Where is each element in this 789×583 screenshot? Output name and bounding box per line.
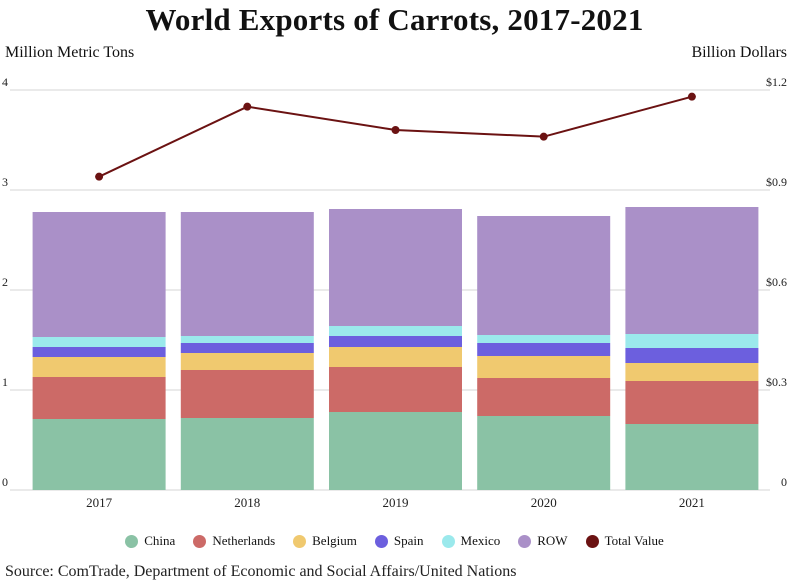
bar-segment-belgium [329, 347, 462, 367]
y-tick-label: 3 [2, 175, 8, 189]
total-value-point [687, 92, 696, 101]
legend-swatch [374, 534, 388, 548]
bar-segment-china [329, 412, 462, 490]
bar-segment-mexico [625, 334, 759, 348]
bar-segment-row [329, 209, 462, 326]
right-axis-title: Billion Dollars [691, 44, 787, 61]
bar-segment-netherlands [32, 377, 166, 419]
legend-swatch [518, 534, 532, 548]
bar-segment-netherlands [329, 367, 462, 412]
bar-segment-china [625, 424, 759, 490]
legend-label: Total Value [604, 533, 664, 548]
y2-tick-label: 0 [781, 475, 787, 489]
bar-segment-spain [180, 343, 314, 353]
bar-segment-spain [477, 343, 611, 356]
legend-swatch [293, 534, 307, 548]
legend-swatch [585, 534, 599, 548]
legend-item: Total Value [585, 533, 664, 549]
chart-plot: 0 0 1 $0.3 2 $0.6 3 $0.9 4 $1.2 2017 2018 2019 2020 20… [2, 75, 787, 510]
y2-tick-label: $1.2 [766, 75, 787, 89]
legend-label: Belgium [312, 533, 357, 548]
legend-item: Mexico [441, 533, 501, 549]
bar-segment-spain [625, 348, 759, 363]
bar-segment-mexico [477, 335, 611, 343]
bar-segment-netherlands [180, 370, 314, 418]
left-axis-title: Million Metric Tons [5, 44, 135, 61]
total-value-point [95, 172, 104, 181]
legend-label: Spain [393, 533, 424, 548]
x-tick-label: 2021 [679, 495, 705, 510]
x-tick-label: 2017 [86, 495, 113, 510]
bar-segment-belgium [477, 356, 611, 378]
chart-legend: China Netherlands Belgium Spain Mexico ROW Tot… [0, 533, 789, 549]
bar-segment-mexico [180, 336, 314, 343]
bar-segment-belgium [180, 353, 314, 370]
legend-item: China [125, 533, 175, 549]
bar-segment-china [477, 416, 611, 490]
legend-item: Spain [374, 533, 424, 549]
legend-item: Netherlands [193, 533, 275, 549]
bar-segment-china [180, 418, 314, 490]
total-value-line [98, 95, 693, 178]
legend-item: Belgium [293, 533, 357, 549]
y2-tick-label: $0.6 [766, 275, 787, 289]
legend-swatch [125, 534, 139, 548]
legend-swatch [441, 534, 455, 548]
chart-title: World Exports of Carrots, 2017-2021 [145, 2, 644, 37]
y-tick-label: 2 [2, 275, 8, 289]
x-tick-label: 2019 [383, 495, 409, 510]
y-tick-label: 0 [2, 475, 8, 489]
bar-segment-row [477, 216, 611, 335]
legend-label: ROW [537, 533, 568, 548]
legend-label: Netherlands [212, 533, 276, 548]
bar-segment-netherlands [625, 381, 759, 424]
y-tick-label: 1 [2, 375, 8, 389]
x-tick-label: 2020 [531, 495, 557, 510]
source-note: Source: ComTrade, Department of Economic… [5, 563, 517, 580]
legend-label: Mexico [460, 533, 501, 548]
bar-segment-row [625, 207, 759, 334]
x-tick-label: 2018 [234, 495, 260, 510]
bar-segment-mexico [32, 337, 166, 347]
legend-swatch [193, 534, 207, 548]
total-value-point [539, 132, 548, 141]
y2-tick-label: $0.3 [766, 375, 787, 389]
total-value-point [391, 126, 400, 134]
bar-segment-row [32, 212, 166, 337]
y2-tick-label: $0.9 [766, 175, 787, 189]
bar-segment-spain [32, 347, 166, 357]
bar-segment-china [32, 419, 166, 490]
legend-item: ROW [518, 533, 568, 549]
legend-label: China [144, 533, 176, 548]
bar-segment-mexico [329, 326, 462, 336]
bar-segment-netherlands [477, 378, 611, 416]
total-value-point [243, 102, 252, 111]
y-tick-label: 4 [2, 75, 8, 89]
bar-segment-belgium [625, 363, 759, 381]
bar-segment-belgium [32, 357, 166, 377]
bar-segment-row [180, 212, 314, 336]
bar-segment-spain [329, 336, 462, 347]
